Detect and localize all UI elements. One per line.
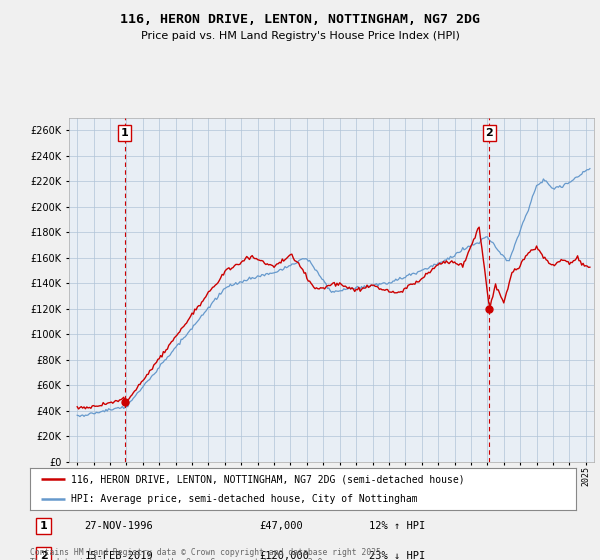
Text: 12% ↑ HPI: 12% ↑ HPI [368,521,425,531]
Text: Price paid vs. HM Land Registry's House Price Index (HPI): Price paid vs. HM Land Registry's House … [140,31,460,41]
Text: 1: 1 [121,128,128,138]
Text: 2: 2 [485,128,493,138]
Text: 116, HERON DRIVE, LENTON, NOTTINGHAM, NG7 2DG (semi-detached house): 116, HERON DRIVE, LENTON, NOTTINGHAM, NG… [71,474,464,484]
Text: 23% ↓ HPI: 23% ↓ HPI [368,550,425,560]
Text: 2: 2 [40,550,47,560]
Text: Contains HM Land Registry data © Crown copyright and database right 2025.
This d: Contains HM Land Registry data © Crown c… [30,548,386,560]
Text: 27-NOV-1996: 27-NOV-1996 [85,521,154,531]
Text: 1: 1 [40,521,47,531]
Text: HPI: Average price, semi-detached house, City of Nottingham: HPI: Average price, semi-detached house,… [71,494,418,504]
Text: 15-FEB-2019: 15-FEB-2019 [85,550,154,560]
Text: 116, HERON DRIVE, LENTON, NOTTINGHAM, NG7 2DG: 116, HERON DRIVE, LENTON, NOTTINGHAM, NG… [120,13,480,26]
Text: £47,000: £47,000 [259,521,303,531]
Text: £120,000: £120,000 [259,550,310,560]
